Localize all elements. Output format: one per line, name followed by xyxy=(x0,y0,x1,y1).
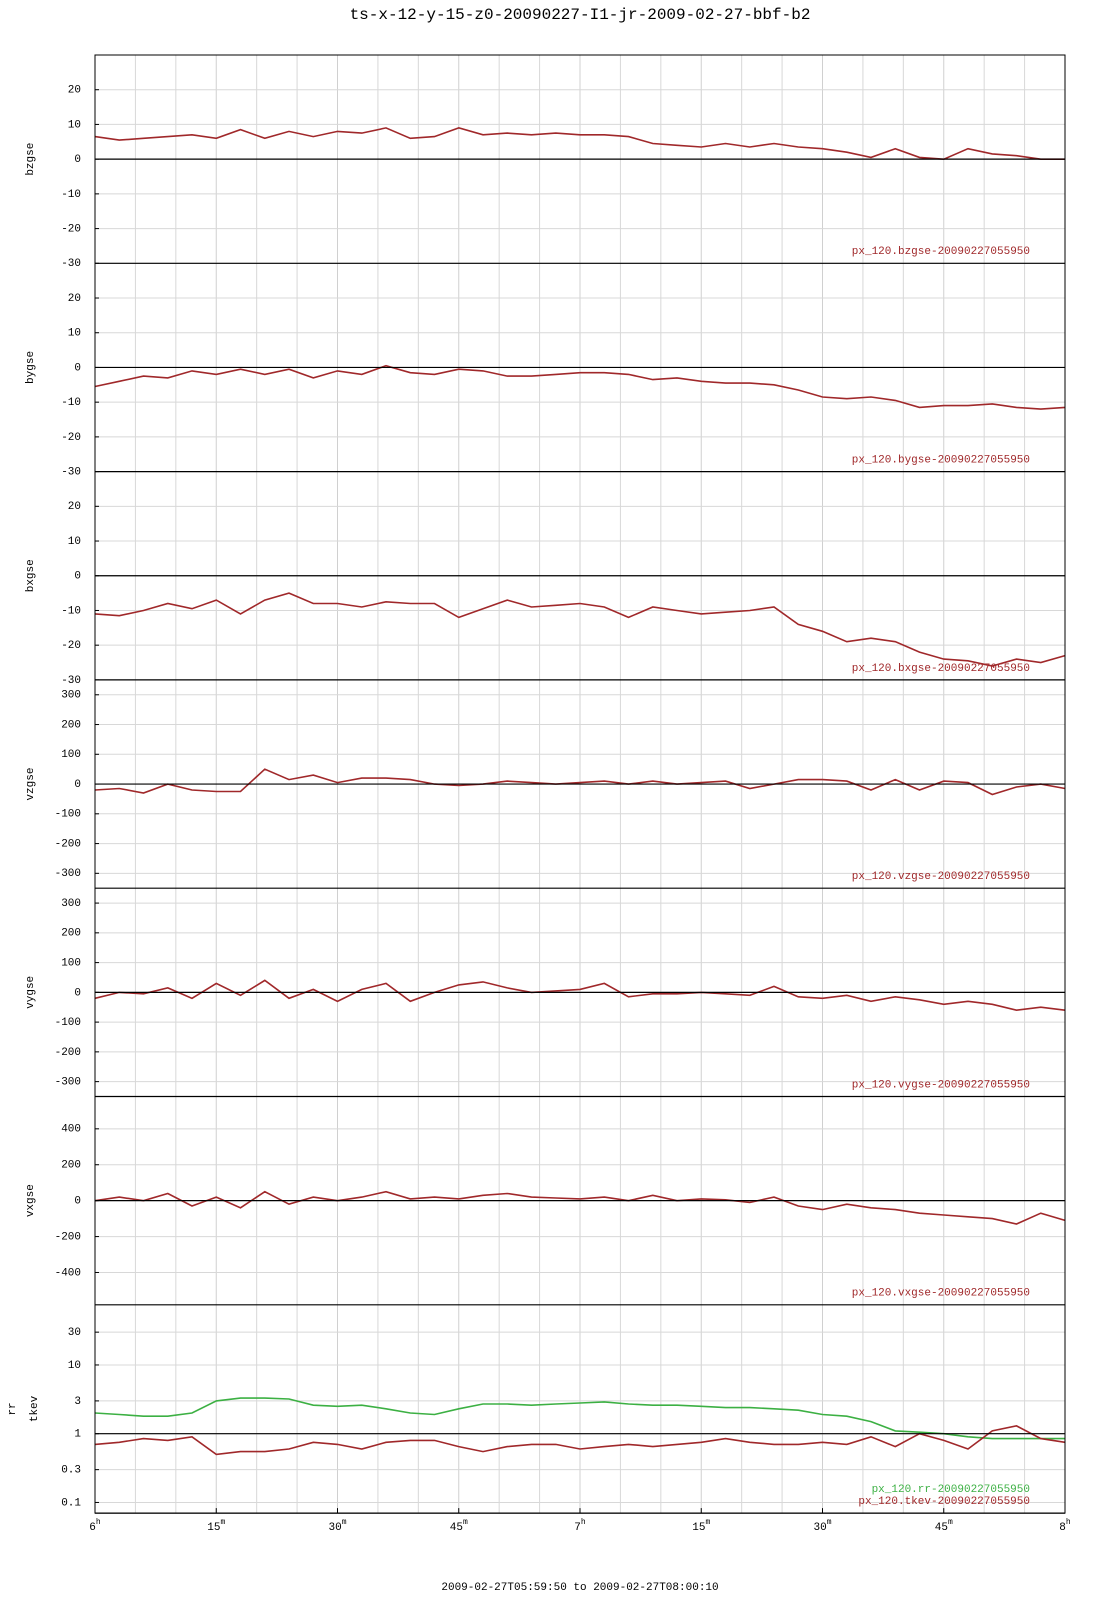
data-line xyxy=(94,127,1065,161)
y-tick-label: 20 xyxy=(68,501,81,513)
y-tick-label: 300 xyxy=(61,690,81,702)
x-tick-label: 7h xyxy=(574,1518,586,1534)
y-tick-label: -300 xyxy=(55,1077,81,1089)
legend-entry: px_120.tkev-20090227055950 xyxy=(858,1496,1030,1508)
y-tick-label: 0.3 xyxy=(61,1465,81,1477)
legend-entry: px_120.rr-20090227055950 xyxy=(872,1484,1030,1496)
y-tick-label: -200 xyxy=(55,1231,81,1243)
y-tick-label: 0 xyxy=(74,362,81,374)
x-tick-label: 8h xyxy=(1059,1518,1071,1534)
chart-title: ts-x-12-y-15-z0-20090227-I1-jr-2009-02-2… xyxy=(350,6,811,24)
y-tick-label: -10 xyxy=(61,189,81,201)
y-tick-label: -10 xyxy=(61,397,81,409)
x-tick-label: 45m xyxy=(450,1518,468,1534)
x-tick-label: 45m xyxy=(935,1518,953,1534)
y-tick-label: 200 xyxy=(61,719,81,731)
data-line xyxy=(94,979,1066,1012)
y-tick-label: 100 xyxy=(61,957,81,969)
y-tick-label: 200 xyxy=(61,1160,81,1172)
y-tick-label: 10 xyxy=(68,119,81,131)
legend-entry: px_120.vxgse-20090227055950 xyxy=(852,1288,1030,1300)
y-tick-label: 0 xyxy=(74,154,81,166)
y-tick-label: -200 xyxy=(55,838,81,850)
x-tick-label: 30m xyxy=(813,1518,831,1534)
y-tick-label: -100 xyxy=(55,1017,81,1029)
legend-entry: px_120.bzgse-20090227055950 xyxy=(852,246,1030,258)
y-axis-label: bygse xyxy=(25,351,37,384)
y-tick-label: 300 xyxy=(61,898,81,910)
y-tick-label: -20 xyxy=(61,223,81,235)
y-tick-label: -30 xyxy=(61,258,81,270)
y-tick-label: 20 xyxy=(68,293,81,305)
y-tick-label: -20 xyxy=(61,432,81,444)
y-tick-label: -30 xyxy=(61,467,81,479)
legend-entry: px_120.bygse-20090227055950 xyxy=(852,455,1030,467)
y-tick-label: 200 xyxy=(61,928,81,940)
y-tick-label: 0 xyxy=(74,987,81,999)
y-axis-label: rr xyxy=(7,1402,19,1415)
legend-entry: px_120.bxgse-20090227055950 xyxy=(852,663,1030,675)
y-tick-label: 0.1 xyxy=(61,1497,81,1509)
y-tick-label: 10 xyxy=(68,328,81,340)
x-tick-label: 30m xyxy=(328,1518,346,1534)
y-tick-label: 10 xyxy=(68,1360,81,1372)
y-tick-label: -200 xyxy=(55,1047,81,1059)
plot-data xyxy=(94,127,1066,1456)
y-axis-label: vxgse xyxy=(25,1184,37,1217)
y-tick-label: 10 xyxy=(68,536,81,548)
x-tick-label: 15m xyxy=(207,1518,225,1534)
x-tick-label: 15m xyxy=(692,1518,710,1534)
data-line xyxy=(94,364,1066,410)
y-tick-label: -10 xyxy=(61,605,81,617)
data-line xyxy=(94,1425,1066,1456)
x-tick-label: 6h xyxy=(89,1518,101,1534)
y-tick-label: 20 xyxy=(68,85,81,97)
y-tick-label: -300 xyxy=(55,868,81,880)
y-tick-label: -30 xyxy=(61,675,81,687)
y-axis-label: vygse xyxy=(25,976,37,1009)
y-tick-label: 0 xyxy=(74,1196,81,1208)
y-tick-label: 1 xyxy=(74,1429,81,1441)
y-tick-label: 3 xyxy=(74,1396,81,1408)
y-tick-label: 400 xyxy=(61,1124,81,1136)
data-line xyxy=(94,592,1066,667)
y-axis-label: vzgse xyxy=(25,768,37,801)
legend-entry: px_120.vzgse-20090227055950 xyxy=(852,871,1030,883)
y-axis-label: bzgse xyxy=(25,143,37,176)
y-tick-label: 100 xyxy=(61,749,81,761)
y-tick-label: 0 xyxy=(74,571,81,583)
y-tick-label: -20 xyxy=(61,640,81,652)
legend-entry: px_120.vygse-20090227055950 xyxy=(852,1079,1030,1091)
data-line xyxy=(94,1190,1066,1225)
y-tick-label: 30 xyxy=(68,1327,81,1339)
y-tick-label: -100 xyxy=(55,809,81,821)
y-axis-label: bxgse xyxy=(25,559,37,592)
y-tick-label: 0 xyxy=(74,779,81,791)
data-line xyxy=(94,1397,1065,1440)
y-axis-label: tkev xyxy=(29,1395,41,1422)
x-axis-label: 2009-02-27T05:59:50 to 2009-02-27T08:00:… xyxy=(441,1582,718,1594)
y-tick-label: -400 xyxy=(55,1267,81,1279)
data-line xyxy=(94,768,1066,796)
